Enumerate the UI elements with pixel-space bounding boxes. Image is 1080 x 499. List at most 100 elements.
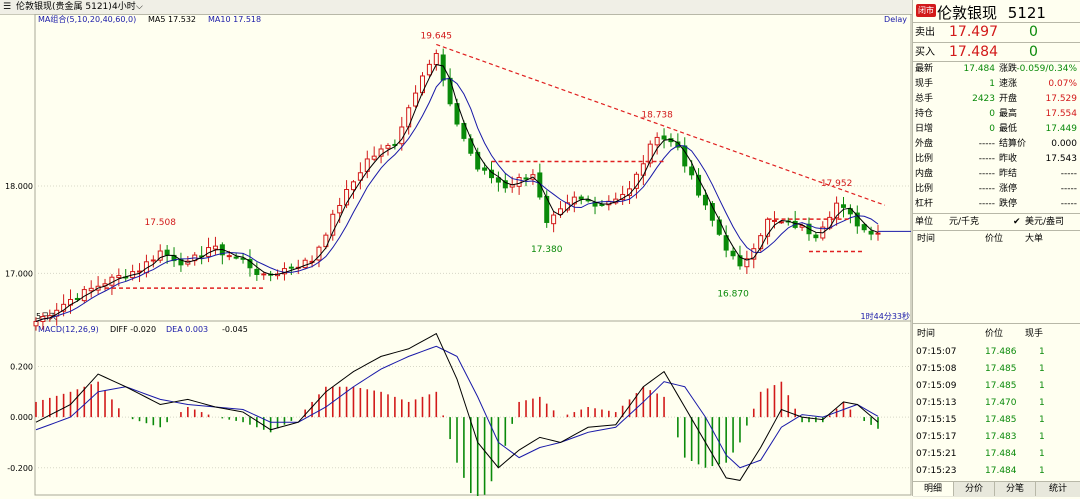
candle-body	[371, 155, 377, 160]
stat-value: -----	[978, 199, 995, 209]
price-annotation: 17.952	[821, 179, 853, 189]
tick-row: 07:15:15 17.485 1	[913, 412, 1080, 428]
stat-row: 比例 ----- 涨停 -----	[913, 182, 1080, 197]
stat-value: 17.543	[1045, 154, 1078, 164]
candle-body	[88, 287, 94, 292]
tick-row: 07:15:09 17.485 1	[913, 378, 1080, 394]
kline-chart-svg[interactable]: MA组合(5,10,20,40,60,0) MA5 17.532 MA10 17.5…	[0, 13, 912, 499]
unit-row: 单位 元/千克 ✔ 美元/盎司	[913, 214, 1080, 230]
chevron-down-icon[interactable]: ⌵	[136, 2, 143, 12]
stat-label: 跌停	[999, 199, 1018, 209]
candle-body	[337, 204, 343, 214]
candle-body	[771, 219, 777, 222]
candle-body	[564, 202, 570, 211]
tick-price: 17.485	[985, 415, 1017, 425]
stat-label: 总手	[915, 94, 934, 104]
stat-label: 现手	[915, 79, 934, 89]
stat-row: 比例 ----- 昨收 17.543	[913, 152, 1080, 167]
quote-title-bar: 闭市 伦敦银现 5121	[913, 0, 1080, 22]
chart-area[interactable]: MA组合(5,10,20,40,60,0) MA5 17.532 MA10 17.5…	[0, 13, 912, 499]
tick-row: 07:15:07 17.486 1	[913, 344, 1080, 360]
candle-body	[426, 63, 432, 76]
stat-label: 涨跌	[999, 64, 1018, 74]
tick-row: 07:15:23 17.484 1	[913, 463, 1080, 479]
macd-panel-frame	[34, 320, 912, 496]
stat-label: 最高	[999, 109, 1018, 119]
candle-body	[751, 248, 757, 260]
tick-time: 07:15:13	[916, 398, 957, 408]
stat-value: 0	[989, 124, 995, 134]
candle-body	[226, 255, 232, 258]
stat-value: 1	[989, 79, 995, 89]
candle-body	[647, 143, 653, 164]
ma5-line	[35, 64, 879, 322]
stat-label: 比例	[915, 154, 934, 164]
bigorder-header: 时间 价位 大单	[917, 234, 1044, 244]
candle-body	[233, 256, 239, 259]
candle-body	[861, 224, 867, 231]
period-selector[interactable]: 4小时	[112, 2, 136, 12]
candle-body	[157, 250, 163, 261]
stat-value: -----	[1060, 199, 1077, 209]
stat-value: 0.000	[1051, 139, 1077, 149]
candle-body	[502, 180, 508, 189]
stat-label: 最新	[915, 64, 934, 74]
tab-price-dist[interactable]: 分价	[954, 482, 995, 496]
tab-stats[interactable]: 统计	[1036, 482, 1080, 496]
tick-price: 17.485	[985, 381, 1017, 391]
tick-price: 17.485	[985, 364, 1017, 374]
symbol-label[interactable]: 伦敦银现(贵金属 5121)	[16, 2, 112, 12]
stat-row: 杠杆 ----- 跌停 -----	[913, 197, 1080, 212]
tab-detail[interactable]: 明细	[913, 482, 954, 496]
currency-toggle[interactable]: 美元/盎司	[1025, 217, 1065, 227]
candle-body	[689, 166, 695, 176]
stat-label: 内盘	[915, 169, 934, 179]
stat-label: 最低	[999, 124, 1018, 134]
tick-row: 07:15:21 17.484 1	[913, 446, 1080, 462]
tick-volume: 1	[1039, 398, 1045, 408]
sell-volume: 0	[1029, 24, 1038, 40]
stat-row: 内盘 ----- 昨结 -----	[913, 167, 1080, 182]
price-tick-label: 18.000	[5, 182, 33, 191]
candle-body	[385, 144, 391, 149]
menu-icon[interactable]: ☰	[3, 2, 12, 12]
tick-price: 17.484	[985, 466, 1017, 476]
tab-trades[interactable]: 分笔	[995, 482, 1036, 496]
tick-volume: 1	[1039, 449, 1045, 459]
stat-value: -----	[1060, 169, 1077, 179]
candle-body	[440, 54, 446, 81]
candle-body	[482, 167, 488, 171]
tick-row: 07:15:08 17.485 1	[913, 361, 1080, 377]
stat-label: 日增	[915, 124, 934, 134]
stat-label: 开盘	[999, 94, 1018, 104]
macd-dea-legend: DEA 0.003	[166, 325, 208, 334]
stat-label: 杠杆	[915, 199, 934, 209]
quote-panel: 闭市 伦敦银现 5121 卖出 17.497 0 买入 17.484 0 最新 1…	[912, 0, 1080, 497]
candle-body	[164, 249, 170, 256]
stat-value: 17.484	[963, 64, 996, 74]
tick-time: 07:15:09	[916, 381, 957, 391]
candle-body	[709, 203, 715, 221]
candle-body	[558, 208, 564, 215]
stat-value: 2423	[972, 94, 995, 104]
stat-row: 最新 17.484 涨跌 -0.059/0.34%	[913, 62, 1080, 77]
tick-time: 07:15:23	[916, 466, 957, 476]
tick-volume: 1	[1039, 432, 1045, 442]
dea-line	[35, 345, 879, 469]
tick-price: 17.484	[985, 449, 1017, 459]
candle-body	[661, 135, 667, 140]
candle-body	[212, 245, 218, 250]
tick-time: 07:15:17	[916, 432, 957, 442]
candle-body	[281, 268, 287, 275]
stat-row: 日增 0 最低 17.449	[913, 122, 1080, 137]
candle-body	[834, 202, 840, 219]
tick-price: 17.486	[985, 347, 1017, 357]
candle-body	[461, 122, 467, 139]
stat-label: 结算价	[999, 139, 1027, 149]
price-tick-label: 17.000	[5, 269, 33, 278]
chart-toolbar: ☰ 伦敦银现(贵金属 5121) 4小时 ⌵	[0, 0, 912, 15]
tick-volume: 1	[1039, 466, 1045, 476]
macd-legend-label: MACD(12,26,9)	[38, 325, 99, 334]
candles-group	[33, 48, 881, 331]
macd-tick-label: -0.200	[7, 464, 33, 473]
